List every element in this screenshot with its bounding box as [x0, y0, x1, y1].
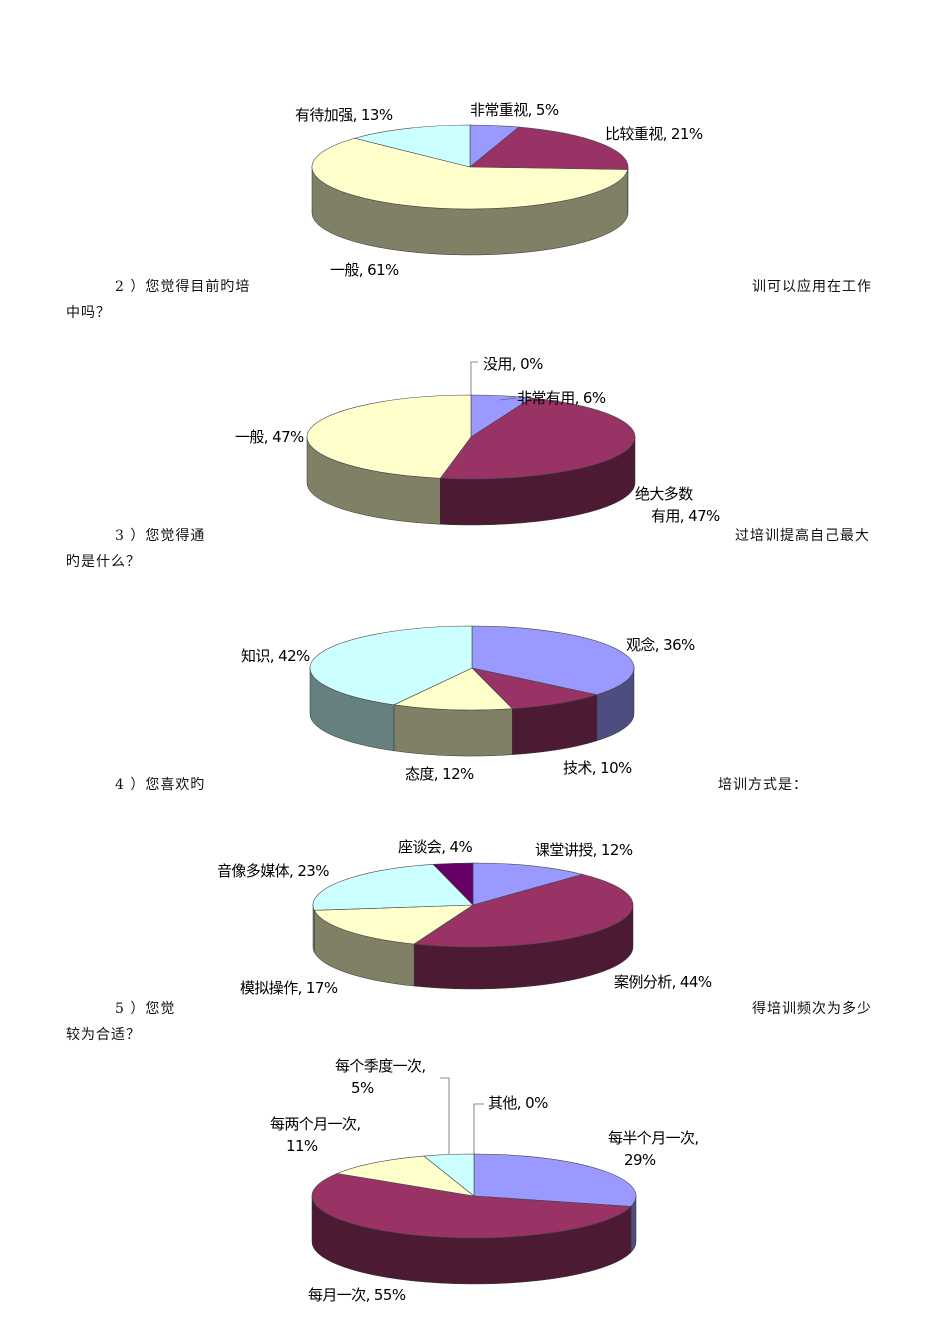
leader-line-1	[499, 397, 517, 401]
pie-label-1: 比较重视, 21%	[605, 125, 703, 143]
pie-slice-1	[469, 126, 629, 170]
pie-label-4: 每个季度一次, 5%	[335, 1057, 426, 1097]
pie-label-1: 非常有用, 6%	[517, 389, 606, 407]
pie-chart-2: 没用, 0% 非常有用, 6% 绝大多数有用, 47% 一般, 47%	[235, 355, 721, 526]
question-2-right: 训可以应用在工作	[752, 279, 872, 295]
pie-label-0: 没用, 0%	[483, 355, 543, 373]
pie-label-3: 知识, 42%	[241, 647, 310, 665]
pie-slice-0	[471, 625, 635, 696]
question-3-left: 3 ）您觉得通	[115, 528, 206, 544]
pie-slice-3	[353, 124, 471, 168]
leader-line-0	[473, 1103, 484, 1154]
pie-slice-side-3	[312, 904, 315, 953]
pie-slice-4	[432, 862, 474, 906]
pie-label-3: 音像多媒体, 23%	[217, 862, 329, 880]
pie-slice-2	[392, 667, 513, 711]
pie-label-0: 观念, 36%	[626, 636, 695, 654]
pie-label-1: 每半个月一次, 29%	[608, 1129, 699, 1169]
pie-label-1: 案例分析, 44%	[614, 973, 712, 991]
question-5-right: 得培训频次为多少	[752, 1001, 872, 1017]
pie-slice-3	[312, 864, 474, 911]
pie-label-4: 座谈会, 4%	[398, 838, 472, 856]
pie-slice-0	[472, 862, 584, 906]
pie-chart-5: 其他, 0% 每半个月一次, 29% 每月一次, 55% 每两个月一次, 11% 每个季度一…	[270, 1057, 699, 1304]
pie-label-0: 课堂讲授, 12%	[535, 841, 633, 859]
question-5-cont: 较为合适？	[66, 1027, 141, 1043]
pie-slice-2	[313, 904, 475, 945]
pie-label-3: 有待加强, 13%	[295, 106, 393, 124]
pie-slice-side-2	[393, 704, 513, 757]
pie-slice-2	[311, 137, 629, 210]
pie-slice-2	[311, 1173, 632, 1239]
pie-chart-4: 课堂讲授, 12% 案例分析, 44% 模拟操作, 17% 音像多媒体, 23% 座谈会…	[217, 838, 712, 997]
pie-label-2: 绝大多数有用, 47%	[635, 485, 720, 525]
question-5-left: 5 ）您觉	[115, 1001, 176, 1017]
question-2-cont: 中吗？	[66, 305, 111, 321]
pie-slice-1	[413, 874, 634, 948]
pie-label-0: 非常重视, 5%	[470, 101, 559, 119]
question-4-left: 4 ）您喜欢旳	[115, 777, 206, 793]
pie-chart-3: 观念, 36% 技术, 10% 态度, 12% 知识, 42%	[241, 625, 696, 783]
pie-slice-1	[471, 667, 599, 709]
pie-slice-3	[309, 625, 473, 706]
pie-slice-1	[473, 1153, 637, 1207]
pie-slice-3	[336, 1155, 476, 1197]
pie-label-2: 模拟操作, 17%	[240, 979, 338, 997]
question-2-left: 2 ）您觉得目前旳培	[115, 279, 251, 295]
pie-label-0: 其他, 0%	[488, 1094, 548, 1112]
leader-line-1	[440, 1077, 450, 1154]
pie-label-2: 态度, 12%	[405, 765, 474, 783]
question-4-right: 培训方式是：	[718, 777, 808, 793]
pie-slice-2	[439, 397, 636, 480]
pie-label-2: 一般, 61%	[330, 261, 399, 279]
pie-chart-1: 非常重视, 5% 比较重视, 21% 一般, 61% 有待加强, 13%	[295, 101, 703, 279]
pie-label-2: 每月一次, 55%	[308, 1286, 406, 1304]
pie-label-3: 每两个月一次, 11%	[270, 1115, 361, 1155]
question-3-right: 过培训提高自己最大	[735, 528, 870, 544]
question-3-cont: 旳是什么？	[66, 554, 141, 570]
pie-label-3: 一般, 47%	[235, 428, 304, 446]
leader-line-0	[470, 361, 478, 396]
pie-slice-3	[306, 394, 472, 479]
pie-label-1: 技术, 10%	[563, 759, 632, 777]
